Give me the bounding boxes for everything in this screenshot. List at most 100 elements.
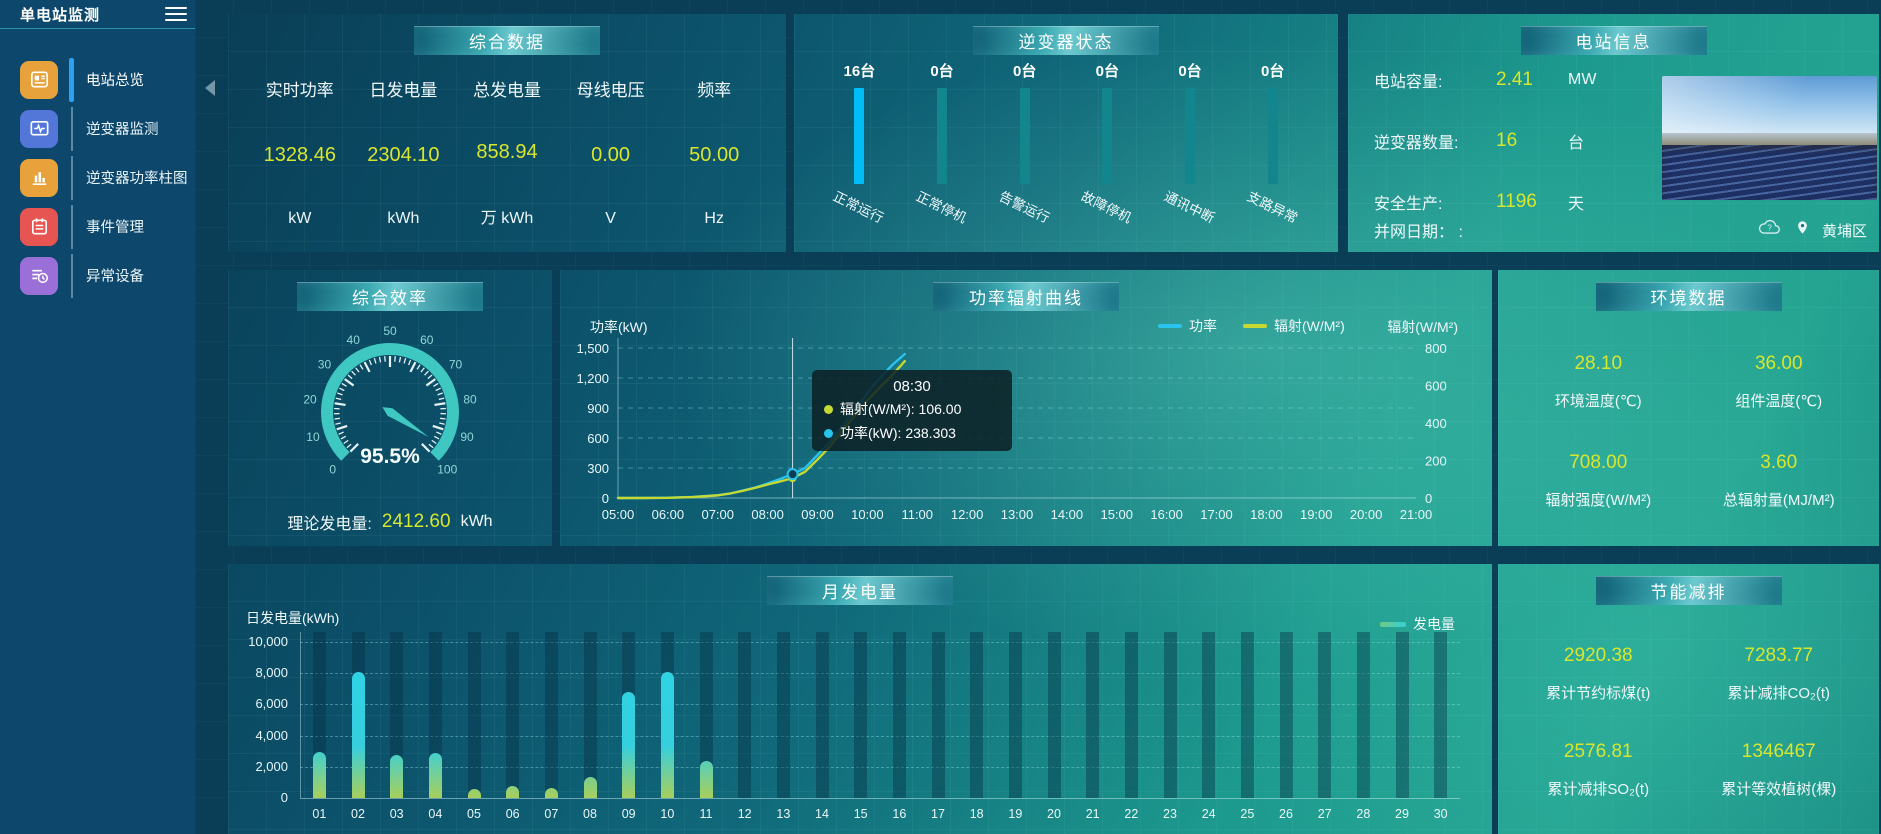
x-axis-tick-label: 01 [312, 807, 327, 821]
inverter-status-column[interactable]: 0台 告警运行 [983, 60, 1066, 248]
sidebar-item-3[interactable]: 逆变器功率柱图 [0, 153, 195, 202]
theoretical-generation-unit: kWh [460, 513, 493, 530]
generation-bar[interactable] [428, 752, 442, 798]
metric-label: 累计减排SO₂(t) [1547, 781, 1650, 798]
hamburger-menu-icon[interactable] [165, 4, 187, 24]
legend-item-辐射(W/M²)[interactable]: 辐射(W/M²) [1243, 316, 1345, 336]
saving-metrics: 2920.38 累计节约标煤(t) 7283.77 累计减排CO₂(t) 2576.81… [1508, 626, 1869, 818]
gauge-tick [403, 358, 407, 364]
x-axis-tick-label: 02 [351, 807, 365, 821]
station-bottom-row: 并网日期： : ? 黄埔区 [1374, 218, 1867, 242]
monthly-generation-chart[interactable]: 日发电量(kWh) 发电量 0 2,000 4,000 6,000 8,000 10,00… [228, 564, 1492, 834]
generation-bar[interactable] [583, 776, 597, 798]
gauge-tick [427, 374, 433, 380]
bar-background-shadow [506, 632, 520, 798]
y-axis-tick-label: 4,000 [255, 727, 288, 743]
metric-cell: 3.60 总辐射量(MJ/M²) [1689, 431, 1870, 530]
metric-value: 858.94 [476, 141, 538, 163]
panel-environment-data: 环境数据 28.10 环境温度(℃) 36.00 组件温度(℃) 708.00 辐射强度(… [1498, 270, 1879, 546]
x-axis-tick-label: 11:00 [901, 507, 933, 522]
inverter-status-bar[interactable] [1019, 88, 1030, 184]
metric-label: 累计等效植树(棵) [1721, 781, 1837, 798]
metric-value: 2304.10 [367, 144, 440, 166]
photo-ridge [1662, 133, 1877, 146]
bar-background-shadow [699, 632, 713, 798]
gauge-tick [433, 382, 439, 387]
generation-bar[interactable] [544, 787, 558, 798]
station-row-label: 逆变器数量: [1374, 135, 1459, 152]
inverter-status-bar[interactable] [937, 88, 947, 184]
bar-background-shadow [854, 632, 868, 798]
inverter-status-bar[interactable] [1185, 88, 1196, 184]
y-axis-tick-label: 10,000 [248, 634, 288, 649]
inverter-status-chart[interactable]: 16台 正常运行 0台 正常停机 0台 告警运行 0台 故障停机 0台 通讯中断 0台 支路异常 [818, 60, 1314, 248]
sidebar-menu: 电站总览 逆变器监测 逆变器功率柱图 事件管理 异常设备 [0, 55, 195, 300]
panel-title: 逆变器状态 [973, 26, 1159, 55]
gauge-tick [424, 370, 429, 376]
sidebar-item-5[interactable]: 异常设备 [0, 251, 195, 300]
inverter-status-column[interactable]: 0台 故障停机 [1066, 60, 1149, 248]
x-axis-tick-label: 15 [853, 807, 868, 821]
bar-legend[interactable]: 发电量 [1380, 614, 1455, 634]
station-overview-icon [20, 60, 58, 99]
gauge-tick [343, 439, 349, 445]
legend-marker [1243, 324, 1267, 328]
gauge-tick [334, 402, 346, 407]
x-axis-tick-label: 19:00 [1300, 507, 1333, 522]
bar-background-shadow [544, 632, 558, 798]
sidebar-collapse-arrow-icon[interactable] [205, 80, 215, 96]
gauge-tick-label: 80 [463, 392, 477, 406]
gauge-value-label: 95.5% [360, 445, 420, 468]
inverter-status-column[interactable]: 0台 正常停机 [901, 60, 984, 248]
inverter-status-bar[interactable] [1102, 88, 1113, 184]
legend-item-功率[interactable]: 功率 [1158, 316, 1217, 336]
gauge-tick [420, 367, 425, 373]
inverter-status-bar[interactable] [854, 88, 865, 184]
generation-bar[interactable] [312, 751, 326, 798]
location-pin-icon[interactable] [1795, 220, 1810, 240]
left-axis-tick-label: 0 [602, 491, 609, 506]
gauge-tick [425, 378, 436, 387]
metric-value: 7283.77 [1744, 645, 1814, 666]
metric-value: 2576.81 [1563, 741, 1633, 762]
sidebar-item-4[interactable]: 事件管理 [0, 202, 195, 251]
generation-bar[interactable] [622, 691, 636, 798]
inverter-status-label: 支路异常 [1244, 188, 1300, 226]
station-info-row: 安全生产: 1196 天 [1374, 190, 1644, 214]
menu-divider-line [71, 155, 73, 200]
generation-bar[interactable] [699, 760, 713, 798]
generation-bar[interactable] [467, 789, 481, 798]
generation-bar[interactable] [660, 671, 674, 798]
bar-background-shadow [1086, 632, 1100, 798]
efficiency-gauge[interactable]: 0 10 20 30 40 50 60 70 80 90 100 95.5% [270, 310, 510, 506]
sidebar-item-1[interactable]: 电站总览 [0, 55, 195, 104]
right-axis-tick-label: 800 [1425, 341, 1447, 356]
panel-energy-saving: 节能减排 2920.38 累计节约标煤(t) 7283.77 累计减排CO₂(t) 25… [1498, 564, 1879, 834]
gauge-needle [382, 407, 429, 437]
power-radiation-chart[interactable]: 0 300 600 900 1,200 1,500 0 200 400 600 800 05:00 06… [560, 270, 1492, 546]
y-axis-tick-label: 2,000 [255, 758, 288, 774]
sidebar-item-2[interactable]: 逆变器监测 [0, 104, 195, 153]
metric-unit: kW [288, 210, 312, 227]
gauge-tick [407, 359, 412, 366]
power-hover-dot [786, 468, 799, 481]
summary-metric: 日发电量 2304.10 kWh [352, 70, 456, 234]
generation-bar[interactable] [390, 755, 404, 798]
generation-bar[interactable] [351, 672, 365, 798]
inverter-status-column[interactable]: 0台 支路异常 [1231, 60, 1314, 248]
station-info-row: 电站容量: 2.41 MW [1374, 68, 1644, 92]
app-title: 单电站监测 [20, 6, 101, 24]
weather-cloud-icon[interactable]: ? [1757, 218, 1783, 242]
gauge-tick [438, 397, 445, 401]
generation-bar[interactable] [506, 785, 520, 798]
menu-divider-line [71, 253, 73, 298]
inverter-status-column[interactable]: 16台 正常运行 [818, 60, 901, 248]
tooltip-rows: 辐射(W/M²): 106.00 功率(kW): 238.303 [824, 399, 1000, 443]
inverter-status-bar[interactable] [1267, 88, 1278, 184]
inverter-status-label: 故障停机 [1079, 188, 1135, 226]
left-axis-tick-label: 1,500 [576, 341, 609, 356]
x-axis-tick-label: 17:00 [1200, 507, 1233, 522]
gauge-tick [341, 382, 347, 387]
inverter-status-column[interactable]: 0台 通讯中断 [1149, 60, 1232, 248]
